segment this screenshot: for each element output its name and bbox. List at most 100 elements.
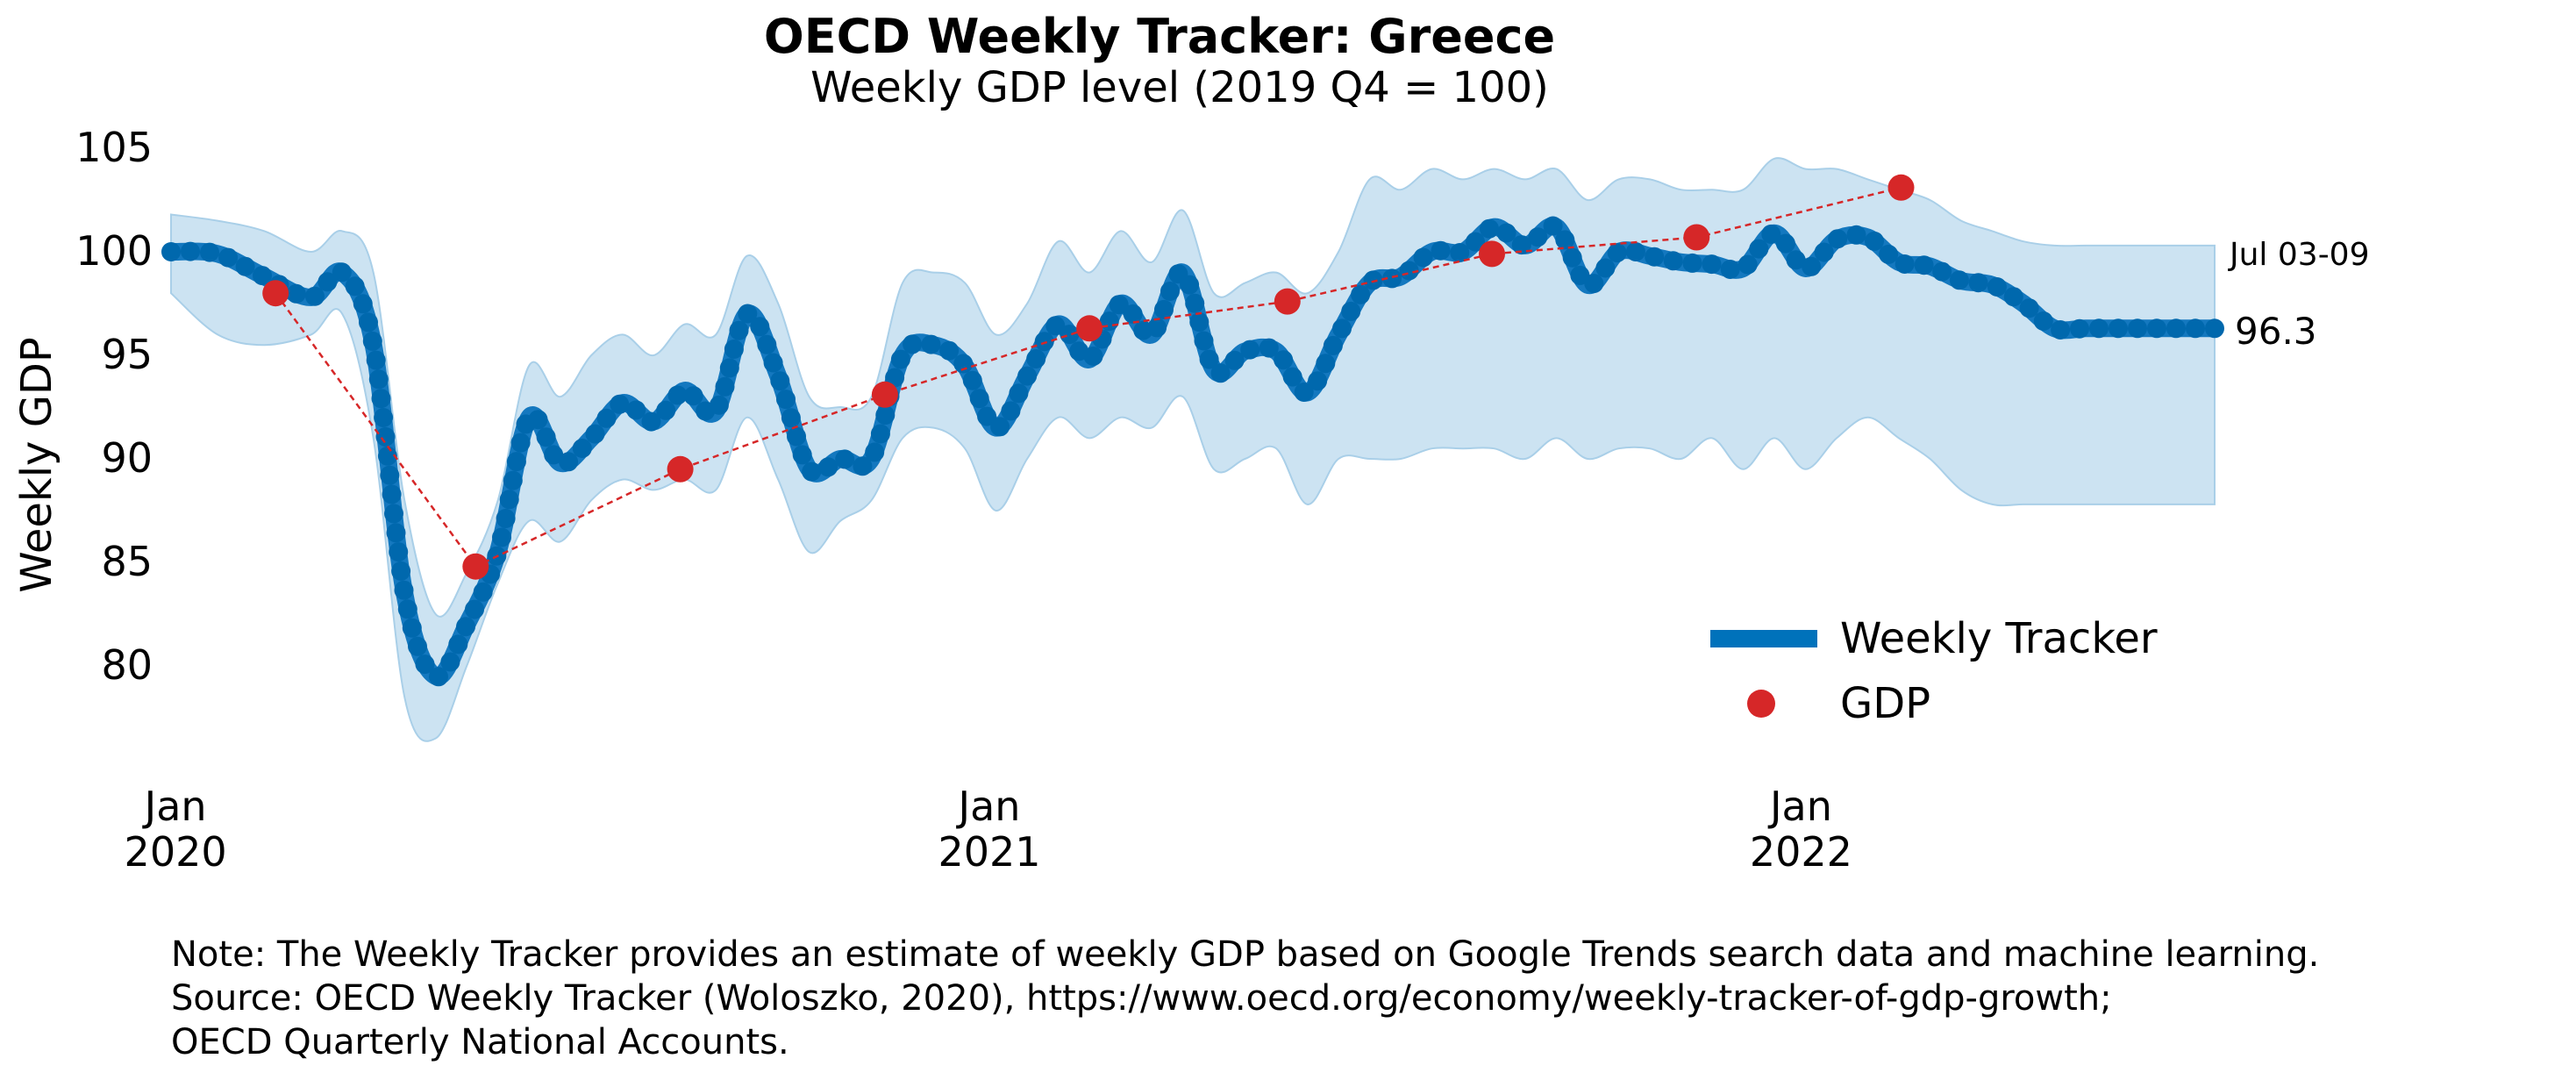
gdp-point	[871, 381, 898, 408]
chart-notes: Note: The Weekly Tracker provides an est…	[171, 933, 2557, 1064]
weekly-tracker-layer	[161, 216, 2224, 687]
last-value-annotation: 96.3	[2235, 310, 2317, 353]
gdp-point	[1076, 315, 1103, 342]
weekly-tracker-marker	[1865, 231, 1884, 251]
weekly-tracker-marker	[391, 561, 411, 581]
weekly-tracker-marker	[1496, 223, 1516, 243]
weekly-tracker-marker	[939, 340, 960, 361]
weekly-tracker-marker	[1480, 218, 1499, 239]
weekly-tracker-marker	[2033, 311, 2053, 331]
weekly-tracker-marker	[1570, 265, 1590, 285]
weekly-tracker-marker	[1123, 304, 1143, 324]
weekly-tracker-marker	[921, 334, 941, 354]
legend-label-gdp: GDP	[1840, 679, 1930, 728]
weekly-tracker-marker	[1341, 301, 1361, 321]
weekly-tracker-marker	[1828, 229, 1848, 249]
weekly-tracker-marker	[382, 484, 402, 504]
weekly-tracker-marker	[1332, 318, 1352, 339]
weekly-tracker-marker	[1775, 233, 1795, 254]
weekly-tracker-marker	[2166, 318, 2186, 339]
y-tick-label: 105	[75, 124, 153, 171]
weekly-tracker-marker	[1543, 216, 1563, 236]
weekly-tracker-marker	[384, 504, 403, 524]
weekly-tracker-marker	[1528, 227, 1548, 247]
gdp-point	[1887, 174, 1915, 201]
weekly-tracker-marker	[1185, 293, 1205, 313]
weekly-tracker-marker	[641, 411, 661, 432]
weekly-tracker-marker	[1160, 282, 1180, 301]
weekly-tracker-marker	[1399, 261, 1419, 281]
weekly-tracker-marker	[719, 358, 739, 378]
weekly-tracker-marker	[990, 417, 1010, 437]
weekly-tracker-marker	[1814, 242, 1834, 262]
weekly-tracker-marker	[1323, 335, 1343, 355]
weekly-tracker-marker	[626, 400, 646, 420]
note-line: Note: The Weekly Tracker provides an est…	[171, 934, 2320, 975]
weekly-tracker-marker	[1282, 367, 1302, 387]
gdp-point	[1683, 224, 1710, 251]
weekly-tracker-marker	[1607, 243, 1627, 263]
weekly-tracker-marker	[465, 599, 484, 619]
x-tick-month: Jan	[142, 783, 207, 830]
weekly-tracker-marker	[610, 394, 630, 414]
weekly-tracker-marker	[1154, 299, 1174, 319]
weekly-tracker-marker	[715, 376, 735, 397]
y-tick-label: 100	[75, 227, 153, 275]
weekly-tracker-marker	[1761, 224, 1781, 244]
weekly-tracker-marker	[492, 527, 511, 547]
weekly-tracker-marker	[503, 470, 523, 490]
weekly-tracker-marker	[345, 276, 365, 297]
weekly-tracker-marker	[709, 395, 729, 415]
x-tick-month: Jan	[956, 783, 1021, 830]
gdp-dashed-line	[275, 186, 1902, 569]
weekly-tracker-marker	[835, 449, 855, 469]
weekly-tracker-marker	[332, 262, 352, 283]
weekly-tracker-marker	[1274, 350, 1294, 370]
weekly-tracker-marker	[1987, 277, 2007, 297]
weekly-tracker-marker	[559, 452, 579, 472]
weekly-tracker-marker	[536, 427, 556, 447]
weekly-tracker-marker	[1034, 332, 1054, 352]
x-tick-year: 2020	[125, 828, 227, 876]
weekly-tracker-marker	[371, 389, 391, 409]
weekly-tracker-marker	[750, 317, 770, 337]
weekly-tracker-marker	[1109, 295, 1129, 315]
weekly-tracker-marker	[870, 424, 890, 444]
weekly-tracker-marker	[1720, 260, 1740, 279]
gdp-point	[262, 280, 289, 307]
weekly-tracker-marker	[1060, 325, 1080, 345]
weekly-tracker-marker	[1802, 256, 1822, 276]
weekly-tracker-marker	[1308, 371, 1328, 391]
weekly-tracker-marker	[1316, 354, 1336, 374]
weekly-tracker-marker	[1562, 247, 1582, 268]
weekly-tracker-marker	[757, 334, 777, 354]
weekly-tracker-marker	[962, 370, 982, 390]
weekly-tracker-marker	[510, 433, 531, 453]
weekly-tracker-marker	[161, 242, 181, 261]
weekly-tracker-marker	[1663, 251, 1683, 271]
weekly-tracker-marker	[1450, 243, 1470, 262]
weekly-tracker-marker	[415, 654, 435, 675]
y-axis-label: Weekly GDP	[12, 337, 61, 593]
weekly-tracker-marker	[1199, 349, 1219, 369]
weekly-tracker-marker	[763, 353, 783, 373]
weekly-tracker-marker	[1511, 235, 1531, 255]
weekly-tracker-marker	[374, 408, 394, 427]
weekly-tracker-marker	[1682, 253, 1702, 273]
weekly-tracker-marker	[1702, 254, 1722, 275]
weekly-tracker-marker	[770, 371, 790, 391]
weekly-tracker-marker	[656, 400, 676, 420]
legend-label-weekly-tracker: Weekly Tracker	[1840, 614, 2158, 663]
weekly-tracker-marker	[781, 408, 801, 428]
source-line-continued: OECD Quarterly National Accounts.	[171, 1022, 789, 1062]
weekly-tracker-marker	[218, 247, 239, 268]
weekly-tracker-marker	[380, 465, 400, 485]
weekly-tracker-marker	[506, 452, 526, 472]
legend: Weekly Tracker GDP	[1710, 614, 2158, 728]
chart-title: OECD Weekly Tracker: Greece	[764, 9, 1555, 64]
weekly-tracker-marker	[724, 340, 744, 359]
weekly-tracker-marker	[572, 439, 592, 458]
legend-swatch-gdp	[1747, 690, 1775, 718]
